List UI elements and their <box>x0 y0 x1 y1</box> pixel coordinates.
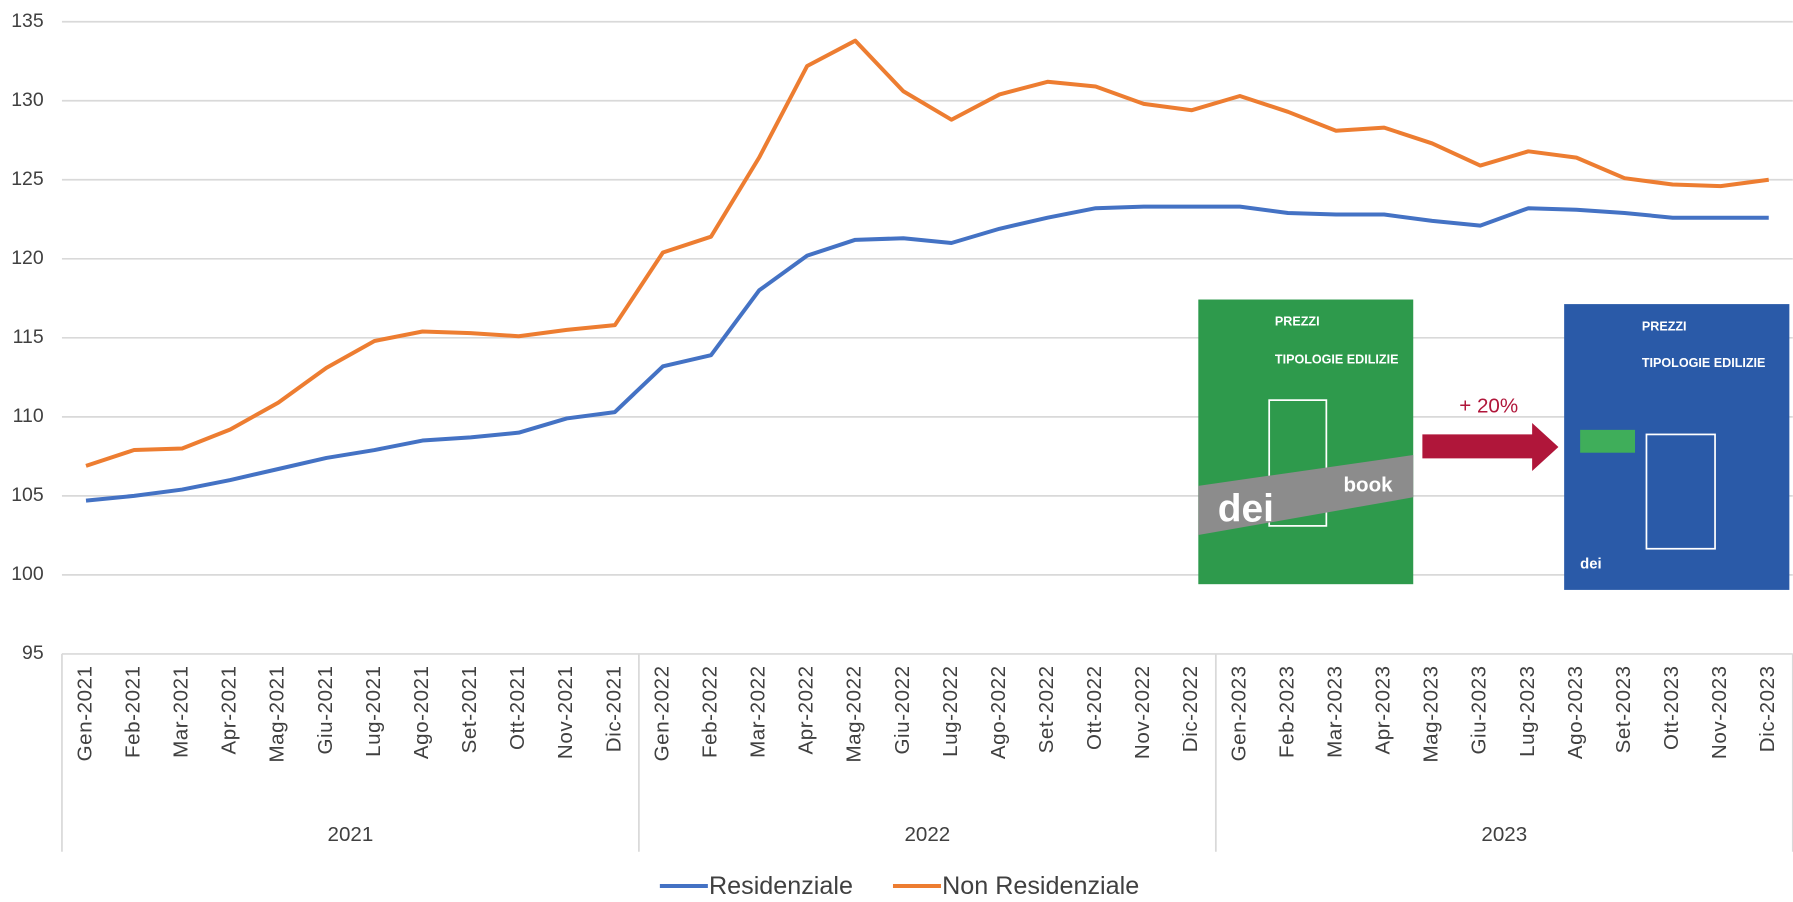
cover-brand: dei <box>1580 557 1601 573</box>
cover-drawing <box>1645 433 1716 550</box>
x-tick-label: Mag-2022 <box>843 665 866 762</box>
x-tick-label: Nov-2022 <box>1131 665 1154 759</box>
x-tick-label: Dic-2022 <box>1179 665 1202 752</box>
cover-title: TIPOLOGIE EDILIZIE <box>1275 352 1399 366</box>
x-tick-label: Nov-2023 <box>1708 665 1731 759</box>
y-tick-label: 125 <box>11 168 43 190</box>
cover-title: TIPOLOGIE EDILIZIE <box>1642 356 1766 370</box>
group-label: 2023 <box>1481 823 1527 846</box>
x-tick-label: Gen-2022 <box>650 665 673 761</box>
cover-header: PREZZI <box>1275 315 1320 329</box>
line <box>85 204 1769 503</box>
x-tick-label: Feb-2023 <box>1275 665 1298 758</box>
x-tick-label: Mar-2022 <box>747 665 770 758</box>
y-tick-label: 105 <box>11 484 43 506</box>
x-tick-label: Mar-2023 <box>1323 665 1346 758</box>
x-tick-label: Feb-2022 <box>698 665 721 758</box>
x-tick-label: Nov-2021 <box>554 665 577 759</box>
x-tick-label: Ott-2021 <box>506 665 529 750</box>
legend-label: Non Residenziale <box>942 872 1139 900</box>
x-tick-label: Giu-2022 <box>891 665 914 754</box>
x-tick-label: Mag-2023 <box>1420 665 1443 762</box>
inset: PREZZI TIPOLOGIE EDILIZIE dei book + 20%… <box>1198 299 1790 590</box>
x-tick-label: Ott-2023 <box>1660 665 1683 750</box>
x-tick-label: Giu-2023 <box>1468 665 1491 754</box>
x-tick-label: Gen-2023 <box>1227 665 1250 761</box>
cover-drawing <box>1268 399 1328 527</box>
x-tick-label: Apr-2021 <box>218 665 241 754</box>
x-tick-label: Apr-2022 <box>795 665 818 754</box>
x-tick-label: Apr-2023 <box>1372 665 1395 754</box>
x-tick-label: Lug-2021 <box>362 665 385 756</box>
x-tick-label: Dic-2023 <box>1756 665 1779 752</box>
y-tick-label: 130 <box>11 89 44 111</box>
cover-brand: dei <box>1218 487 1274 530</box>
x-tick-label: Ott-2022 <box>1083 665 1106 750</box>
arrow-label: + 20% <box>1459 394 1518 417</box>
arrow <box>1422 422 1559 472</box>
y-tick-label: 100 <box>11 563 44 585</box>
x-tick-label: Giu-2021 <box>314 665 337 754</box>
cover-old <box>1198 299 1414 585</box>
x-tick-label: Ago-2021 <box>410 665 433 759</box>
x-tick-label: Ago-2023 <box>1564 665 1587 759</box>
x-tick-label: Feb-2021 <box>122 665 145 758</box>
line <box>85 38 1770 468</box>
y-tick-label: 95 <box>22 642 44 664</box>
x-tick-label: Dic-2021 <box>602 665 625 752</box>
cover-badge: book <box>1343 473 1393 496</box>
x-tick-label: Set-2021 <box>458 665 481 753</box>
x-tick-label: Ago-2022 <box>987 665 1010 759</box>
x-tick-label: Set-2023 <box>1612 665 1635 753</box>
x-tick-label: Lug-2022 <box>939 665 962 756</box>
group-label: 2021 <box>328 823 374 846</box>
group-label: 2022 <box>904 823 950 846</box>
y-tick-label: 115 <box>13 326 44 348</box>
x-tick-label: Lug-2023 <box>1516 665 1539 756</box>
x-tick-label: Gen-2021 <box>73 665 96 761</box>
x-tick-label: Mag-2021 <box>266 665 289 762</box>
cover-tag <box>1580 429 1636 453</box>
y-tick-label: 110 <box>13 405 44 427</box>
legend-label: Residenziale <box>709 872 853 900</box>
y-tick-label: 120 <box>11 247 44 269</box>
cover-band <box>1198 455 1414 536</box>
x-tick-label: Mar-2021 <box>170 665 193 758</box>
cover-header: PREZZI <box>1642 319 1687 333</box>
y-tick-label: 135 <box>11 10 43 32</box>
x-tick-label: Set-2022 <box>1035 665 1058 753</box>
